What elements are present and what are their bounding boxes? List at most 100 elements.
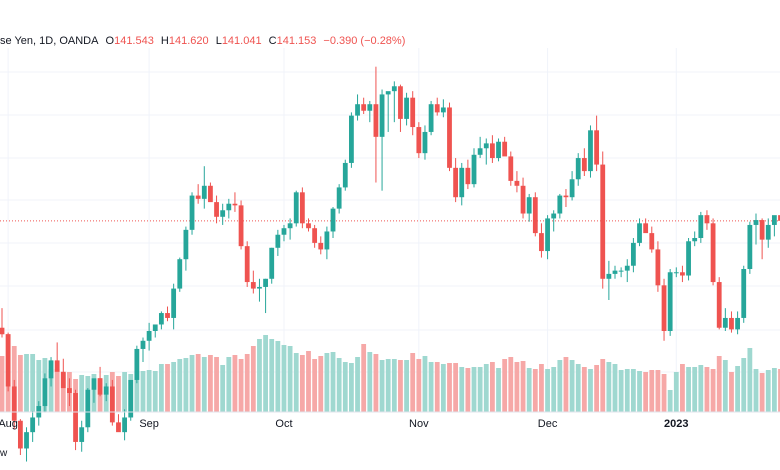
volume-bar — [330, 352, 336, 412]
volume-bar — [367, 352, 373, 412]
volume-bar — [146, 370, 152, 412]
candle-body — [220, 210, 226, 217]
candle-body — [165, 313, 170, 318]
volume-bar — [771, 368, 777, 412]
candle-body — [281, 228, 287, 235]
candle-body — [391, 86, 397, 92]
volume-bar — [48, 369, 54, 412]
volume-bar — [630, 369, 636, 412]
candle-body — [5, 334, 11, 387]
candle-body — [355, 104, 360, 116]
candle-body — [306, 223, 311, 229]
volume-bar — [416, 359, 422, 412]
candle-body — [103, 386, 109, 395]
candle-body — [263, 278, 268, 287]
volume-bar — [545, 369, 550, 412]
candle-body — [630, 242, 636, 266]
candle-body — [447, 107, 452, 168]
volume-bar — [471, 367, 477, 412]
candle-body — [244, 246, 250, 283]
candle-body — [128, 379, 134, 418]
candle-body — [232, 203, 238, 206]
candle-body — [195, 195, 201, 199]
candle-body — [201, 185, 207, 199]
candle-body — [73, 393, 78, 442]
volume-bar — [385, 359, 391, 412]
candle-body — [477, 148, 483, 155]
volume-bar — [606, 362, 612, 412]
volume-bar — [618, 370, 624, 412]
candle-body — [373, 104, 379, 137]
close-label: C — [268, 35, 277, 47]
volume-bar — [532, 369, 538, 412]
candle-body — [342, 162, 348, 188]
candle-body — [17, 420, 23, 449]
candle-body — [606, 273, 612, 279]
open-value: O141.543 — [106, 35, 154, 47]
candle-body — [189, 195, 195, 230]
volume-bar — [17, 355, 23, 412]
volume-bar — [741, 358, 747, 412]
candle-body — [146, 331, 152, 341]
candle-body — [440, 107, 446, 113]
candle-body — [214, 202, 219, 217]
volume-bar — [434, 362, 440, 412]
volume-bar — [716, 356, 722, 412]
candle-body — [275, 234, 281, 248]
volume-bar — [526, 368, 532, 412]
volume-bar — [152, 371, 158, 412]
volume-bar — [765, 370, 771, 412]
candle-body — [367, 104, 373, 111]
candle-body — [183, 229, 189, 260]
volume-bar — [281, 345, 287, 412]
volume-bar — [165, 364, 170, 412]
candle-body — [698, 215, 704, 238]
volume-bar — [704, 367, 710, 412]
volume-bar — [361, 344, 367, 412]
candle-body — [624, 265, 630, 271]
candle-body — [422, 131, 428, 154]
volume-bar — [453, 363, 459, 412]
volume-bar — [698, 365, 704, 412]
candle-body — [152, 324, 158, 331]
candle-body — [293, 192, 299, 224]
candle-body — [453, 167, 459, 198]
candle-body — [318, 242, 324, 250]
volume-bar — [496, 368, 501, 412]
volume-bar — [30, 354, 36, 412]
candle-body — [716, 282, 722, 328]
volume-bar — [324, 353, 330, 412]
candle-body — [618, 270, 624, 272]
candle-body — [661, 285, 667, 331]
volume-bar — [201, 357, 207, 412]
candle-body — [483, 143, 489, 149]
candle-body — [116, 422, 121, 433]
candle-body — [741, 269, 747, 318]
volume-bar — [643, 372, 649, 412]
volume-bar — [373, 354, 379, 412]
candle-body — [257, 286, 262, 289]
volume-bar — [306, 351, 311, 412]
volume-bar — [379, 360, 385, 412]
volume-bar — [447, 363, 452, 412]
candle-body — [496, 141, 501, 159]
candle-body — [428, 104, 434, 132]
volume-bar — [195, 354, 201, 412]
x-tick-label: Aug — [0, 418, 18, 430]
candle-body — [269, 247, 275, 279]
candle-body — [434, 104, 440, 113]
volume-bar — [422, 356, 428, 412]
candle-body — [710, 223, 716, 283]
candle-body — [600, 164, 606, 279]
candle-body — [643, 223, 649, 234]
volume-bar — [177, 359, 183, 412]
candle-body — [539, 233, 544, 252]
volume-bar — [594, 365, 600, 412]
x-tick-label: Oct — [275, 418, 292, 430]
candle-body — [753, 220, 759, 225]
candle-body — [722, 317, 728, 328]
volume-bar — [263, 335, 268, 412]
x-tick-label: Sep — [139, 418, 159, 430]
volume-bar — [287, 346, 293, 412]
